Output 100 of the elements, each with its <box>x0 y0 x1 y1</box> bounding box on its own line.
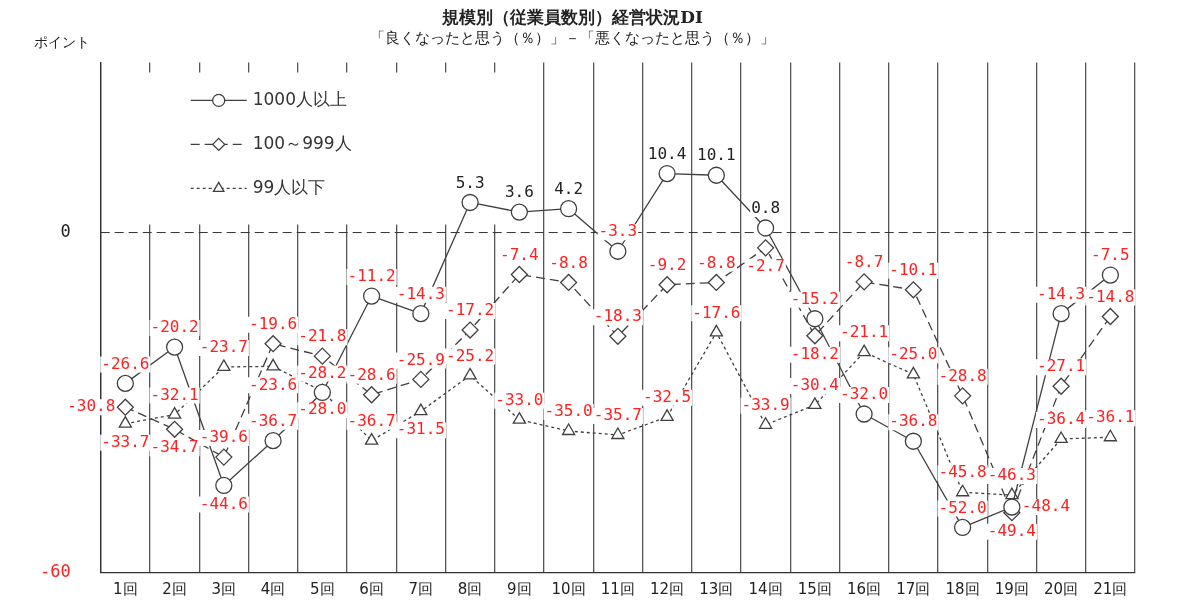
point <box>167 406 182 419</box>
y-tick-label: 0 <box>60 220 71 241</box>
data-label: -36.7 <box>347 410 396 430</box>
data-label: -32.0 <box>840 384 889 404</box>
data-label: -32.5 <box>643 387 692 406</box>
x-tick-label: 6回 <box>359 579 384 598</box>
point <box>658 164 676 183</box>
x-tick-label: 18回 <box>945 579 980 598</box>
data-label: 4.2 <box>554 178 584 198</box>
point <box>118 416 133 428</box>
point <box>461 193 479 212</box>
point <box>1052 377 1070 395</box>
data-label: -46.3 <box>987 465 1036 485</box>
data-label: -8.7 <box>844 252 884 272</box>
point <box>362 287 381 305</box>
point <box>165 338 184 356</box>
data-label: -45.8 <box>938 462 987 482</box>
point <box>463 367 477 380</box>
x-tick-label: 10回 <box>551 579 586 598</box>
data-label: 0.8 <box>751 198 781 218</box>
point <box>116 374 134 393</box>
point <box>953 387 972 405</box>
legend-label: 100～999人 <box>252 132 352 153</box>
data-label: -23.6 <box>249 374 298 394</box>
data-label: -28.6 <box>347 364 396 384</box>
point <box>756 219 775 237</box>
x-tick-label: 5回 <box>310 579 335 598</box>
data-label: -30.4 <box>790 375 839 395</box>
x-tick-label: 13回 <box>699 579 734 598</box>
point <box>611 427 625 440</box>
chart-subtitle: 「良くなったと思う（％）」－「悪くなったと思う（％）」 <box>370 29 775 48</box>
point <box>266 358 280 371</box>
data-label: -15.2 <box>790 288 839 308</box>
data-label: -36.7 <box>249 410 298 430</box>
point <box>362 386 381 404</box>
point <box>561 423 576 436</box>
x-tick-label: 7回 <box>408 579 434 598</box>
point <box>904 432 923 450</box>
data-label: -33.9 <box>741 394 790 414</box>
point <box>264 335 282 353</box>
point <box>1052 304 1070 323</box>
data-label: -8.8 <box>697 252 736 272</box>
data-label: -33.0 <box>495 389 544 409</box>
x-tick-label: 3回 <box>211 579 237 598</box>
point <box>559 273 578 292</box>
data-label: -52.0 <box>938 497 987 517</box>
data-label: -19.6 <box>249 313 298 333</box>
data-label: -25.2 <box>446 345 495 365</box>
data-label: -3.3 <box>598 221 638 241</box>
y-axis-title: ポイント <box>34 33 90 50</box>
point <box>707 166 726 184</box>
data-label: -33.7 <box>101 431 150 451</box>
data-label: -49.4 <box>987 520 1036 540</box>
data-label: -9.2 <box>647 254 687 274</box>
data-label: -28.8 <box>938 366 987 386</box>
x-tick-label: 1回 <box>113 579 138 598</box>
point <box>412 304 430 323</box>
data-label: 10.1 <box>697 145 736 165</box>
point <box>412 370 430 389</box>
point <box>609 242 627 260</box>
x-tick-label: 21回 <box>1093 579 1128 598</box>
point <box>709 324 724 337</box>
x-tick-label: 15回 <box>797 579 832 598</box>
point <box>756 239 775 257</box>
point <box>1103 429 1118 442</box>
x-tick-label: 11回 <box>600 579 635 598</box>
point <box>808 397 822 410</box>
data-label: -21.8 <box>298 326 347 346</box>
point <box>660 409 674 421</box>
x-tick-label: 4回 <box>260 579 286 598</box>
point <box>512 412 527 424</box>
point <box>855 405 873 423</box>
data-label: -31.5 <box>396 419 445 439</box>
legend-label: 99人以下 <box>252 176 326 197</box>
point <box>1054 431 1068 444</box>
data-label: -28.0 <box>298 399 347 419</box>
x-tick-label: 14回 <box>748 579 783 598</box>
data-label: -25.0 <box>889 344 938 364</box>
data-label: -36.1 <box>1086 407 1135 427</box>
data-label: -25.9 <box>396 349 445 369</box>
data-label: -20.2 <box>150 317 199 337</box>
point <box>313 347 331 365</box>
x-tick-label: 19回 <box>994 579 1029 598</box>
x-tick-label: 8回 <box>457 579 483 598</box>
point <box>806 327 824 345</box>
data-label: -18.3 <box>593 306 642 326</box>
point <box>806 310 824 328</box>
chart-title: 規模別（従業員数別）経営状況DI <box>441 6 703 27</box>
data-label: -8.8 <box>549 252 588 272</box>
point <box>953 518 972 537</box>
point <box>707 273 726 292</box>
data-label: -17.6 <box>692 302 741 322</box>
point <box>165 420 184 438</box>
x-tick-label: 20回 <box>1044 579 1079 598</box>
x-tick-label: 12回 <box>650 579 685 598</box>
point <box>609 327 627 345</box>
data-label: -44.6 <box>199 493 248 513</box>
data-label: -35.7 <box>593 405 642 425</box>
data-label: -7.4 <box>500 244 539 264</box>
x-tick-label: 17回 <box>896 579 931 598</box>
